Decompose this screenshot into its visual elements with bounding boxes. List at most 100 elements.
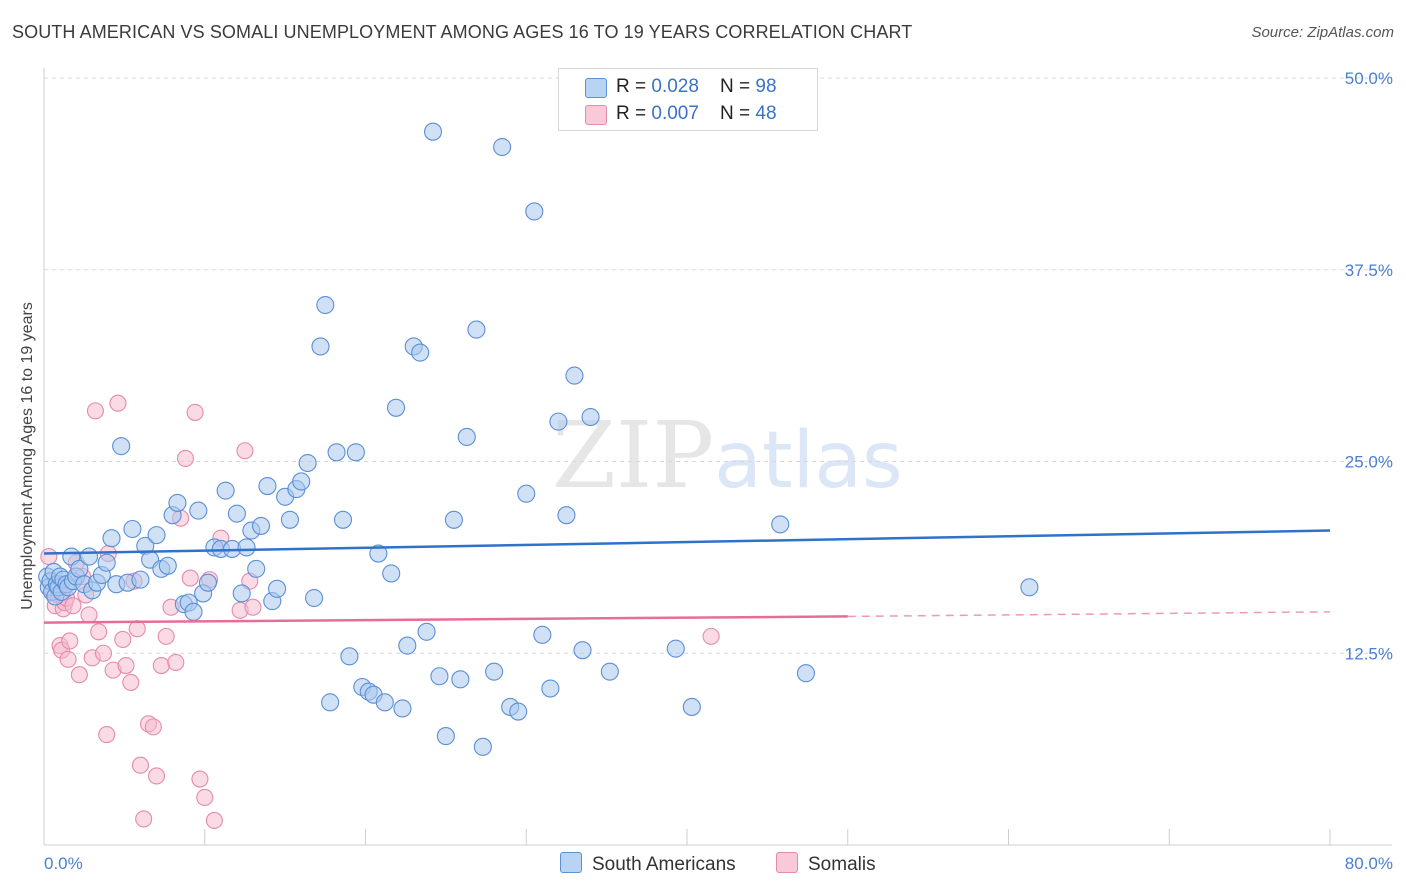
somalis-point (109, 394, 127, 412)
somalis-trend-line (43, 615, 848, 624)
south-americans-point (565, 366, 584, 385)
south-americans-point (533, 625, 552, 644)
south-americans-point (666, 639, 685, 658)
legend-r-value: 0.028 (651, 76, 699, 97)
somalis-point (147, 767, 166, 785)
somalis-point (114, 630, 132, 648)
x-tick-label: 80.0% (1345, 854, 1393, 873)
somalis-point (94, 644, 113, 662)
south-americans-point (369, 544, 388, 563)
south-americans-point (393, 699, 412, 718)
south-americans-point (549, 412, 568, 431)
south-americans-point (123, 519, 142, 539)
south-americans-point (457, 427, 476, 447)
somalis-point (59, 650, 77, 668)
south-americans-point (573, 641, 592, 660)
bottom-legend-swatch-pink (776, 852, 798, 873)
south-americans-point (509, 702, 528, 721)
south-americans-point (398, 636, 417, 655)
south-americans-point (227, 504, 246, 523)
south-americans-point (251, 516, 271, 535)
legend-r-label: R = (616, 103, 652, 124)
somalis-point (90, 623, 108, 641)
bottom-legend-south-americans: South Americans (560, 852, 736, 876)
south-americans-point (247, 559, 266, 578)
south-americans-point (147, 526, 166, 545)
south-americans-point (430, 667, 449, 686)
south-americans-point (467, 320, 486, 339)
south-americans-point (473, 737, 492, 756)
south-americans-point (184, 602, 203, 621)
south-americans-point (112, 437, 131, 456)
somalis-point (152, 656, 170, 675)
legend-n-label: N = (720, 103, 756, 124)
south-americans-point (493, 137, 512, 157)
legend-swatch-blue (585, 78, 607, 98)
south-americans-point (581, 407, 600, 427)
watermark-zip: ZIP (552, 402, 715, 509)
south-americans-point (485, 662, 504, 681)
south-americans-point (321, 693, 340, 712)
somalis-point (117, 656, 135, 675)
south-americans-point (771, 515, 790, 534)
south-americans-point (444, 510, 463, 529)
south-americans-point (682, 697, 701, 716)
somalis-point (176, 449, 195, 467)
somalis-trend-line-extension (847, 611, 1331, 618)
south-americans-point (280, 510, 299, 529)
legend-r-label: R = (616, 76, 652, 97)
somalis-point (122, 673, 140, 691)
somalis-point (144, 718, 162, 736)
south-americans-point (557, 506, 576, 525)
south-americans-point (346, 443, 365, 462)
south-americans-point (333, 510, 353, 529)
south-americans-point (340, 647, 359, 666)
source-label: Source: ZipAtlas.com (1251, 24, 1394, 41)
south-americans-point (1020, 578, 1039, 597)
south-americans-point (375, 693, 394, 712)
legend-n-label: N = (720, 76, 756, 97)
bottom-legend-label: Somalis (808, 854, 876, 875)
south-americans-point (382, 564, 401, 583)
south-americans-point (311, 337, 330, 356)
somalis-point (135, 810, 153, 828)
south-americans-point (417, 622, 436, 641)
south-americans-point (436, 727, 455, 746)
bottom-legend-somalis: Somalis (776, 852, 876, 876)
south-americans-point (79, 547, 99, 566)
somalis-point (167, 653, 185, 672)
somalis-point (181, 569, 199, 587)
south-americans-point (517, 484, 536, 503)
south-americans-point (131, 570, 150, 589)
stats-legend: R = 0.028 N = 98 R = 0.007 N = 48 (558, 68, 818, 131)
bottom-legend-swatch-blue (560, 852, 582, 873)
somalis-point (236, 442, 254, 460)
south-americans-point (268, 579, 287, 598)
legend-n-value: 48 (755, 103, 777, 124)
south-americans-point (97, 553, 116, 572)
somalis-point (205, 811, 223, 830)
south-americans-point (198, 573, 218, 592)
south-americans-point (237, 538, 256, 557)
somalis-point (702, 627, 720, 645)
south-americans-point (232, 584, 251, 603)
south-americans-point (168, 493, 187, 512)
bottom-legend-label: South Americans (592, 854, 736, 875)
somalis-point (191, 770, 209, 788)
south-americans-point (796, 664, 816, 683)
legend-swatch-pink (585, 105, 607, 125)
south-americans-point (292, 472, 311, 491)
y-tick-label: 50.0% (1345, 69, 1393, 88)
somalis-point (61, 632, 79, 650)
chart-title: SOUTH AMERICAN VS SOMALI UNEMPLOYMENT AM… (12, 22, 913, 42)
south-americans-point (298, 453, 317, 473)
somalis-point (98, 726, 116, 744)
south-americans-point (423, 122, 443, 141)
somalis-point (131, 756, 149, 774)
legend-r-value: 0.007 (651, 103, 699, 124)
south-americans-point (411, 343, 430, 362)
y-tick-label: 37.5% (1345, 261, 1393, 280)
somalis-point (80, 606, 98, 624)
south-americans-trend-line (43, 529, 1331, 555)
